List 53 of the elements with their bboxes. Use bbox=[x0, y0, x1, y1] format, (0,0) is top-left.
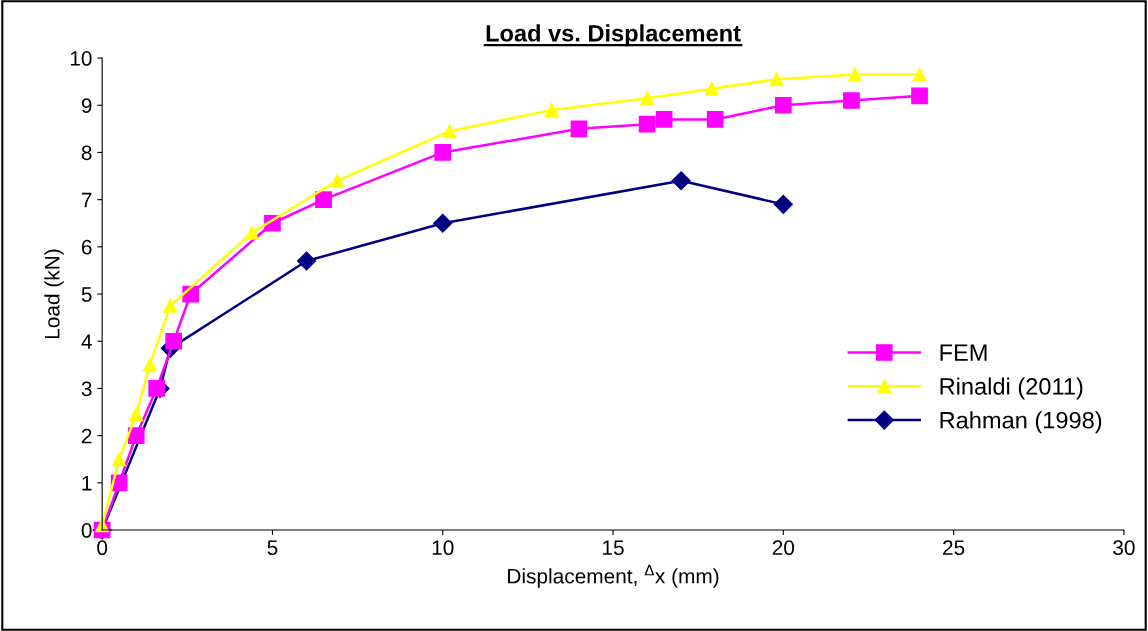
y-tick-label: 9 bbox=[81, 98, 92, 113]
chart-title: Load vs. Displacement bbox=[486, 24, 741, 47]
point bbox=[773, 194, 793, 214]
point bbox=[142, 357, 157, 372]
y-tick-label: 1 bbox=[82, 476, 92, 491]
y-tick-label: 2 bbox=[81, 428, 92, 444]
point bbox=[163, 298, 178, 313]
x-axis-title: Displacement, $^{Δ}$x (mm) bbox=[508, 564, 719, 588]
legend-label: FEM bbox=[940, 344, 987, 361]
point bbox=[570, 120, 588, 138]
legend-label: Rinaldi (2011) bbox=[940, 377, 1083, 400]
y-tick-label: 7 bbox=[81, 192, 92, 208]
point bbox=[640, 91, 655, 106]
point bbox=[127, 427, 145, 444]
x-tick-label: 20 bbox=[772, 540, 795, 556]
point bbox=[315, 191, 332, 208]
legend-label: Rahman (1998) bbox=[940, 411, 1102, 434]
y-tick-label: 0 bbox=[81, 523, 92, 538]
point bbox=[129, 407, 144, 422]
point bbox=[704, 81, 719, 96]
point bbox=[843, 92, 860, 109]
x-tick-label: 30 bbox=[1113, 540, 1135, 556]
point bbox=[671, 171, 691, 191]
y-tick-label: 5 bbox=[81, 287, 92, 302]
point bbox=[434, 144, 452, 161]
y-tick-label: 10 bbox=[70, 51, 92, 66]
point bbox=[774, 96, 792, 114]
point bbox=[912, 67, 927, 82]
y-tick-label: 8 bbox=[81, 145, 92, 161]
point bbox=[544, 103, 559, 117]
point bbox=[296, 251, 317, 271]
point bbox=[148, 380, 165, 397]
point bbox=[769, 72, 784, 87]
point bbox=[911, 87, 928, 105]
x-tick-label: 10 bbox=[432, 540, 454, 556]
y-axis-title: Load (kN) bbox=[44, 249, 64, 339]
point bbox=[847, 67, 862, 82]
y-tick-label: 6 bbox=[81, 239, 92, 255]
y-tick-label: 4 bbox=[81, 334, 92, 349]
point bbox=[655, 111, 673, 128]
point bbox=[706, 111, 724, 128]
x-tick-label: 25 bbox=[943, 540, 965, 556]
point bbox=[165, 332, 183, 350]
point bbox=[330, 173, 345, 188]
x-tick-label: 15 bbox=[603, 540, 624, 556]
x-tick-label: 5 bbox=[267, 540, 278, 556]
y-tick-label: 3 bbox=[81, 381, 92, 397]
point bbox=[245, 225, 259, 240]
x-tick-label: 0 bbox=[97, 540, 108, 556]
point bbox=[442, 124, 457, 139]
point bbox=[112, 452, 127, 467]
point bbox=[433, 213, 453, 233]
point bbox=[638, 115, 656, 133]
